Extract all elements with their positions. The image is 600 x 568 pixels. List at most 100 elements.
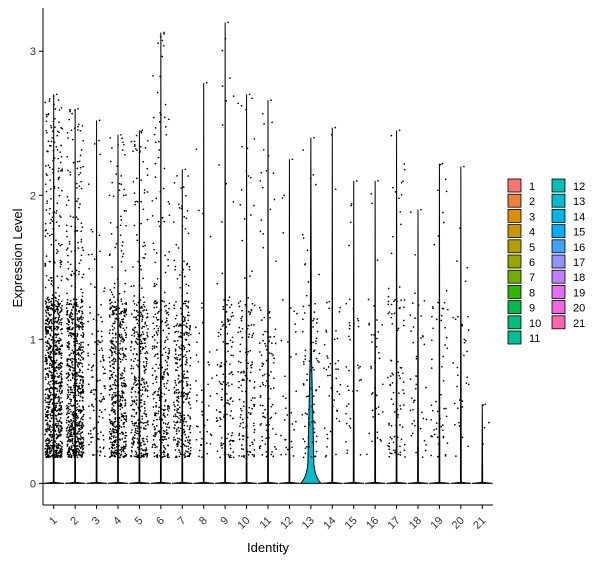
data-point — [69, 109, 71, 111]
data-point — [82, 380, 85, 383]
data-point — [420, 337, 422, 339]
data-point — [93, 143, 96, 145]
data-point — [452, 316, 455, 319]
data-point — [185, 217, 188, 220]
data-point — [80, 334, 83, 337]
data-point — [73, 394, 75, 397]
data-point — [388, 442, 391, 445]
data-point — [99, 446, 101, 449]
violin-6 — [150, 31, 172, 484]
data-point — [175, 430, 178, 433]
data-point — [71, 333, 73, 335]
data-point — [136, 455, 139, 457]
data-point — [186, 439, 189, 441]
data-point — [259, 396, 262, 399]
data-point — [80, 222, 83, 225]
data-point — [453, 402, 456, 405]
data-point — [390, 452, 393, 455]
data-point — [381, 323, 384, 326]
data-point — [307, 281, 310, 283]
data-point — [155, 316, 158, 319]
data-point — [156, 446, 158, 448]
data-point — [50, 359, 53, 362]
data-point — [182, 268, 185, 271]
data-point — [119, 439, 122, 441]
data-point — [52, 342, 55, 345]
data-point — [78, 206, 80, 209]
data-point — [77, 347, 80, 350]
data-point — [74, 286, 77, 288]
data-point — [81, 399, 84, 402]
data-point — [73, 404, 75, 407]
data-point — [163, 385, 166, 388]
data-point — [47, 381, 50, 384]
data-point — [124, 355, 127, 357]
data-point — [313, 368, 315, 371]
data-point — [456, 260, 458, 262]
data-point — [262, 339, 265, 342]
data-point — [59, 440, 62, 443]
data-point — [393, 449, 395, 452]
data-point — [147, 423, 149, 426]
data-point — [74, 388, 77, 391]
data-point — [68, 451, 70, 454]
data-point — [433, 433, 436, 436]
data-point — [70, 315, 73, 318]
data-point — [72, 396, 75, 399]
data-point — [115, 394, 118, 397]
data-point — [430, 367, 433, 369]
data-point — [251, 334, 254, 337]
data-point — [430, 435, 432, 437]
data-point — [51, 379, 54, 382]
data-point — [238, 438, 241, 441]
data-point — [55, 406, 57, 409]
data-point — [125, 334, 127, 337]
data-point — [226, 304, 228, 306]
data-point — [195, 354, 198, 356]
data-point — [174, 381, 177, 384]
data-point — [47, 413, 50, 416]
data-point — [216, 450, 219, 453]
data-point — [139, 350, 142, 352]
data-point — [67, 402, 70, 405]
data-point — [122, 141, 124, 144]
data-point — [68, 343, 70, 346]
data-point — [415, 355, 418, 358]
data-point — [48, 406, 51, 409]
data-point — [153, 306, 155, 309]
data-point — [101, 416, 104, 419]
data-point — [339, 306, 341, 309]
data-point — [69, 388, 72, 391]
data-point — [221, 221, 223, 223]
data-point — [423, 343, 426, 346]
data-point — [141, 386, 144, 389]
data-point — [77, 218, 79, 221]
data-point — [249, 380, 251, 382]
data-point — [242, 426, 245, 429]
violin-points-21 — [482, 403, 490, 445]
data-point — [245, 456, 248, 459]
data-point — [221, 272, 224, 275]
data-point — [201, 321, 204, 324]
data-point — [377, 413, 380, 416]
data-point — [48, 388, 51, 390]
data-point — [76, 403, 79, 405]
data-point — [260, 309, 262, 312]
data-point — [123, 188, 125, 191]
data-point — [80, 356, 83, 359]
data-point — [180, 313, 183, 315]
legend-label: 13 — [573, 196, 585, 208]
data-point — [138, 420, 141, 422]
legend-item-4: 4 — [507, 224, 535, 239]
data-point — [79, 154, 82, 157]
data-point — [124, 404, 127, 406]
data-point — [82, 358, 84, 361]
data-point — [238, 326, 241, 329]
data-point — [302, 361, 305, 363]
violin-16 — [364, 180, 386, 484]
data-point — [215, 420, 218, 423]
data-point — [52, 284, 54, 287]
data-point — [144, 449, 146, 451]
data-point — [133, 331, 136, 333]
data-point — [74, 435, 77, 438]
